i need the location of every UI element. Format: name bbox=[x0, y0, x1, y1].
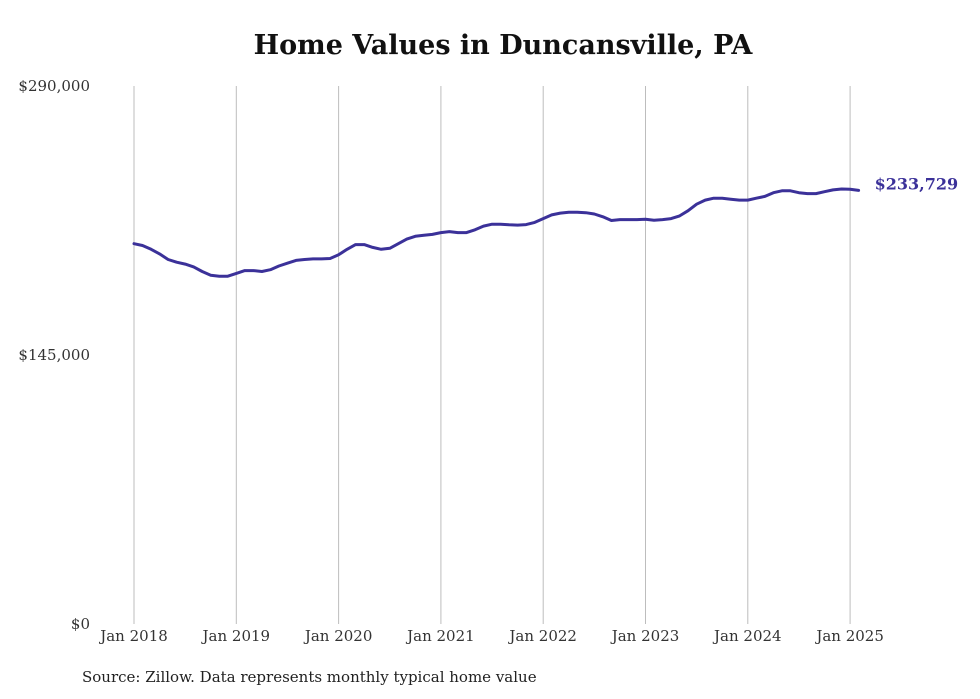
end-value-label: $233,729 bbox=[875, 174, 959, 193]
series-line bbox=[132, 187, 861, 278]
y-tick-label: $0 bbox=[71, 615, 90, 633]
x-tick-label: Jan 2020 bbox=[303, 627, 373, 645]
x-tick-label: Jan 2023 bbox=[610, 627, 680, 645]
x-tick-label: Jan 2025 bbox=[814, 627, 884, 645]
y-tick-label: $145,000 bbox=[18, 346, 90, 364]
x-tick-label: Jan 2024 bbox=[712, 627, 782, 645]
chart-title: Home Values in Duncansville, PA bbox=[253, 30, 753, 61]
source-note: Source: Zillow. Data represents monthly … bbox=[82, 668, 537, 686]
x-tick-label: Jan 2022 bbox=[507, 627, 577, 645]
x-tick-label: Jan 2021 bbox=[405, 627, 475, 645]
x-tick-label: Jan 2019 bbox=[201, 627, 271, 645]
y-tick-label: $290,000 bbox=[18, 77, 90, 95]
x-tick-label: Jan 2018 bbox=[98, 627, 168, 645]
